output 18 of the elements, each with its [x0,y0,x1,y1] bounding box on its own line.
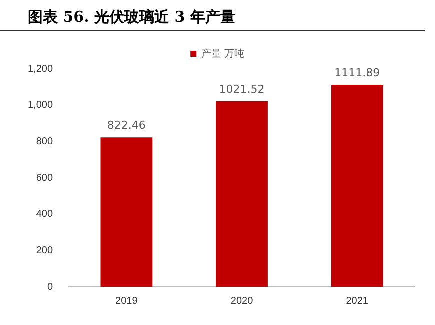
data-label: 1111.89 [334,66,380,80]
bar [100,138,153,287]
bar [216,101,268,287]
y-tick-label: 0 [47,282,54,293]
bar [331,85,384,287]
y-tick-label: 400 [36,209,54,220]
legend-label: 产量 万吨 [202,48,244,60]
y-tick-label: 800 [36,136,54,148]
y-tick-label: 600 [36,172,54,184]
data-label: 1021.52 [219,82,265,96]
y-tick-label: 1,200 [28,64,54,75]
y-tick-label: 200 [36,245,54,256]
x-tick-label: 2019 [116,296,138,307]
x-tick-label: 2021 [346,296,369,307]
y-tick-label: 1,000 [28,100,54,112]
data-label: 822.46 [107,118,146,132]
chart-title: 图表 56. 光伏玻璃近 3 年产量 [0,0,425,31]
x-tick-label: 2020 [230,296,254,307]
